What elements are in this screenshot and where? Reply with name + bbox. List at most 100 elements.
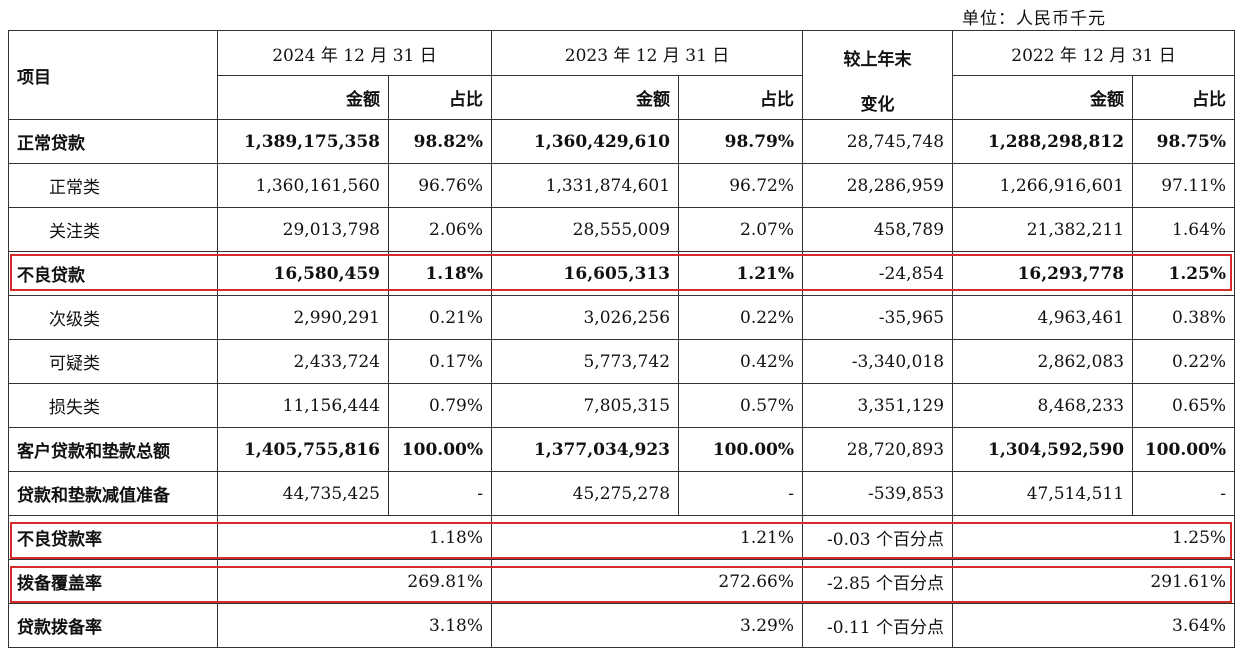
amount-header: 金额 [217, 75, 389, 120]
row-label: 不良贷款率 [8, 515, 218, 560]
amount-cell: 21,382,211 [952, 207, 1134, 252]
table-row: 正常类 1,360,161,560 96.76% 1,331,874,601 9… [8, 163, 1236, 208]
ratio-cell: 0.22% [1132, 339, 1236, 384]
change-cell: -3,340,018 [802, 339, 954, 384]
row-label: 正常贷款 [8, 119, 218, 164]
amount-cell: 44,735,425 [217, 471, 389, 516]
change-cell: 458,789 [802, 207, 954, 252]
amount-cell: 1,304,592,590 [952, 427, 1134, 472]
row-label: 正常类 [8, 163, 218, 208]
unit-label: 单位：人民币千元 [962, 9, 1106, 29]
row-label: 客户贷款和垫款总额 [8, 427, 218, 472]
ratio-cell: 100.00% [1132, 427, 1236, 472]
header-row-columns: 金额 占比 金额 占比 金额 占比 [9, 75, 1236, 120]
ratio-cell: 0.22% [678, 295, 804, 340]
amount-cell: 1,360,161,560 [217, 163, 389, 208]
change-cell: -24,854 [802, 251, 954, 296]
change-cell: 28,286,959 [802, 163, 954, 208]
ratio-cell: 97.11% [1132, 163, 1236, 208]
amount-cell: 2,990,291 [217, 295, 389, 340]
ratio-value-2022: 291.61% [952, 559, 1236, 604]
ratio-header: 占比 [387, 75, 493, 120]
table-row: 可疑类 2,433,724 0.17% 5,773,742 0.42% -3,3… [8, 339, 1236, 384]
ratio-value-2024: 269.81% [216, 559, 493, 604]
ratio-cell: 0.21% [387, 295, 493, 340]
amount-cell: 1,331,874,601 [491, 163, 680, 208]
period-header-2024: 2024 年 12 月 31 日 [216, 30, 493, 76]
table-row: 贷款和垫款减值准备 44,735,425 - 45,275,278 - -539… [8, 471, 1236, 516]
ratio-cell: 2.06% [387, 207, 493, 252]
amount-cell: 3,026,256 [491, 295, 680, 340]
ratio-value-2023: 1.21% [491, 515, 804, 560]
table-row: 正常贷款 1,389,175,358 98.82% 1,360,429,610 … [8, 119, 1236, 164]
ratio-value-2024: 1.18% [216, 515, 493, 560]
loan-quality-table: 项目 2024 年 12 月 31 日 2023 年 12 月 31 日 较上年… [8, 30, 1236, 648]
change-cell: 28,745,748 [802, 119, 954, 164]
ratio-cell: 0.65% [1132, 383, 1236, 428]
row-label: 贷款和垫款减值准备 [8, 471, 218, 516]
table-row: 关注类 29,013,798 2.06% 28,555,009 2.07% 45… [8, 207, 1236, 252]
amount-cell: 1,266,916,601 [952, 163, 1134, 208]
ratio-cell: 98.79% [678, 119, 804, 164]
change-header-line2: 变化 [860, 95, 895, 115]
period-header-2023: 2023 年 12 月 31 日 [491, 30, 804, 76]
ratio-cell: 1.64% [1132, 207, 1236, 252]
table-row: 不良贷款 16,580,459 1.18% 16,605,313 1.21% -… [8, 251, 1236, 296]
ratio-cell: 98.75% [1132, 119, 1236, 164]
table-row: 不良贷款率 1.18% 1.21% -0.03 个百分点 1.25% [8, 515, 1236, 560]
ratio-cell: 0.38% [1132, 295, 1236, 340]
ratio-cell: 96.76% [387, 163, 493, 208]
amount-cell: 7,805,315 [491, 383, 680, 428]
row-label: 损失类 [8, 383, 218, 428]
amount-cell: 16,580,459 [217, 251, 389, 296]
ratio-cell: - [1132, 471, 1236, 516]
ratio-cell: 0.17% [387, 339, 493, 384]
row-label: 拨备覆盖率 [8, 559, 218, 604]
table-row: 贷款拨备率 3.18% 3.29% -0.11 个百分点 3.64% [8, 603, 1236, 648]
amount-cell: 11,156,444 [217, 383, 389, 428]
change-cell: -2.85 个百分点 [802, 559, 954, 604]
amount-cell: 45,275,278 [491, 471, 680, 516]
amount-cell: 2,433,724 [217, 339, 389, 384]
row-label: 关注类 [8, 207, 218, 252]
table-row: 拨备覆盖率 269.81% 272.66% -2.85 个百分点 291.61% [8, 559, 1236, 604]
ratio-value-2022: 1.25% [952, 515, 1236, 560]
table-row: 损失类 11,156,444 0.79% 7,805,315 0.57% 3,3… [8, 383, 1236, 428]
ratio-cell: 1.21% [678, 251, 804, 296]
amount-cell: 16,293,778 [952, 251, 1134, 296]
change-cell: -0.11 个百分点 [802, 603, 954, 648]
ratio-header: 占比 [678, 75, 804, 120]
ratio-cell: 100.00% [678, 427, 804, 472]
item-header: 项目 [8, 30, 218, 120]
amount-cell: 1,360,429,610 [491, 119, 680, 164]
amount-cell: 1,377,034,923 [491, 427, 680, 472]
ratio-cell: 1.18% [387, 251, 493, 296]
change-cell: 3,351,129 [802, 383, 954, 428]
ratio-value-2022: 3.64% [952, 603, 1236, 648]
amount-cell: 1,389,175,358 [217, 119, 389, 164]
change-cell: -0.03 个百分点 [802, 515, 954, 560]
ratio-cell: 0.42% [678, 339, 804, 384]
amount-cell: 4,963,461 [952, 295, 1134, 340]
change-cell: -35,965 [802, 295, 954, 340]
ratio-cell: - [387, 471, 493, 516]
amount-cell: 16,605,313 [491, 251, 680, 296]
amount-cell: 1,405,755,816 [217, 427, 389, 472]
amount-header: 金额 [952, 75, 1134, 120]
ratio-value-2023: 3.29% [491, 603, 804, 648]
ratio-cell: 0.79% [387, 383, 493, 428]
row-label: 不良贷款 [8, 251, 218, 296]
amount-cell: 28,555,009 [491, 207, 680, 252]
change-header-line1: 较上年末 [843, 50, 912, 70]
amount-cell: 8,468,233 [952, 383, 1134, 428]
period-header-2022: 2022 年 12 月 31 日 [952, 30, 1236, 76]
change-cell: -539,853 [802, 471, 954, 516]
amount-cell: 47,514,511 [952, 471, 1134, 516]
ratio-value-2023: 272.66% [491, 559, 804, 604]
amount-cell: 29,013,798 [217, 207, 389, 252]
ratio-cell: 2.07% [678, 207, 804, 252]
row-label: 次级类 [8, 295, 218, 340]
change-cell: 28,720,893 [802, 427, 954, 472]
ratio-cell: 100.00% [387, 427, 493, 472]
amount-header: 金额 [491, 75, 680, 120]
